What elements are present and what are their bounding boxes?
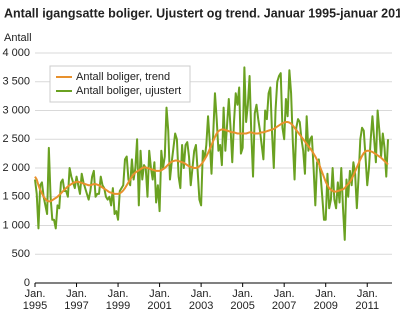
x-tick-label: Jan. 2001 bbox=[147, 288, 172, 312]
x-tick-label: Jan. 2007 bbox=[271, 288, 297, 312]
x-tick-label: Jan. 2005 bbox=[230, 288, 255, 312]
series-line bbox=[34, 121, 389, 203]
legend-box bbox=[49, 65, 191, 103]
series-line bbox=[34, 66, 389, 241]
y-axis-label: Antall bbox=[4, 32, 32, 44]
x-tick-label: Jan. 2011 bbox=[355, 288, 380, 312]
x-tick-label: Jan. 1995 bbox=[22, 288, 48, 312]
y-tick-label: 1 000 bbox=[2, 219, 30, 231]
x-tick-label: Jan. 2009 bbox=[313, 288, 338, 312]
y-tick-label: 2 500 bbox=[2, 133, 30, 145]
legend-label: Antall boliger, trend bbox=[76, 71, 170, 83]
y-tick-label: 3 500 bbox=[2, 76, 30, 88]
y-tick-label: 2 000 bbox=[2, 162, 30, 174]
y-tick-label: 4 000 bbox=[2, 47, 30, 59]
x-tick-label: Jan. 2003 bbox=[188, 288, 214, 312]
y-tick-label: 0 bbox=[24, 277, 30, 289]
legend-label: Antall boliger, ujustert bbox=[76, 85, 181, 97]
y-tick-label: 500 bbox=[12, 248, 30, 260]
x-tick-label: Jan. 1997 bbox=[64, 288, 89, 312]
x-tick-label: Jan. 1999 bbox=[105, 288, 131, 312]
y-tick-label: 3 000 bbox=[2, 104, 30, 116]
y-tick-label: 1 500 bbox=[2, 191, 30, 203]
chart-title: Antall igangsatte boliger. Ujustert og t… bbox=[4, 6, 400, 20]
